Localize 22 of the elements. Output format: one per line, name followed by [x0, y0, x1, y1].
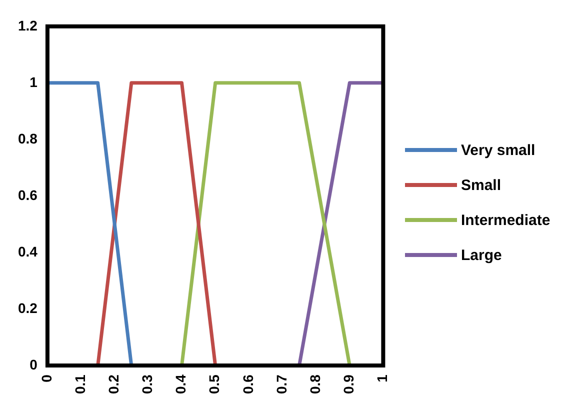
y-tick-label: 0.4 — [18, 243, 38, 260]
x-tick-label: 0.6 — [240, 374, 256, 394]
x-tick-label: 0 — [38, 374, 54, 382]
x-tick-label: 0.4 — [172, 374, 189, 394]
x-tick-label: 0.9 — [340, 374, 356, 394]
y-tick-label: 0.6 — [18, 186, 38, 203]
y-tick-label: 0 — [30, 356, 38, 372]
x-tick-label: 0.8 — [306, 374, 323, 394]
y-tick-label: 0.2 — [18, 300, 38, 316]
x-tick-label: 0.7 — [273, 374, 290, 394]
legend-label: Small — [461, 176, 502, 194]
x-tick-label: 0.1 — [72, 374, 88, 394]
y-tick-label: 0.8 — [18, 130, 38, 146]
x-tick-label: 0.3 — [139, 374, 156, 394]
y-tick-label: 1 — [30, 74, 38, 90]
y-tick-label: 1.2 — [18, 17, 38, 34]
legend-label: Large — [461, 246, 502, 264]
legend-label: Very small — [461, 142, 536, 158]
x-tick-label: 0.2 — [105, 374, 122, 394]
x-tick-label: 0.5 — [206, 374, 222, 394]
x-tick-label: 1 — [374, 374, 390, 382]
legend-label: Intermediate — [461, 212, 550, 228]
